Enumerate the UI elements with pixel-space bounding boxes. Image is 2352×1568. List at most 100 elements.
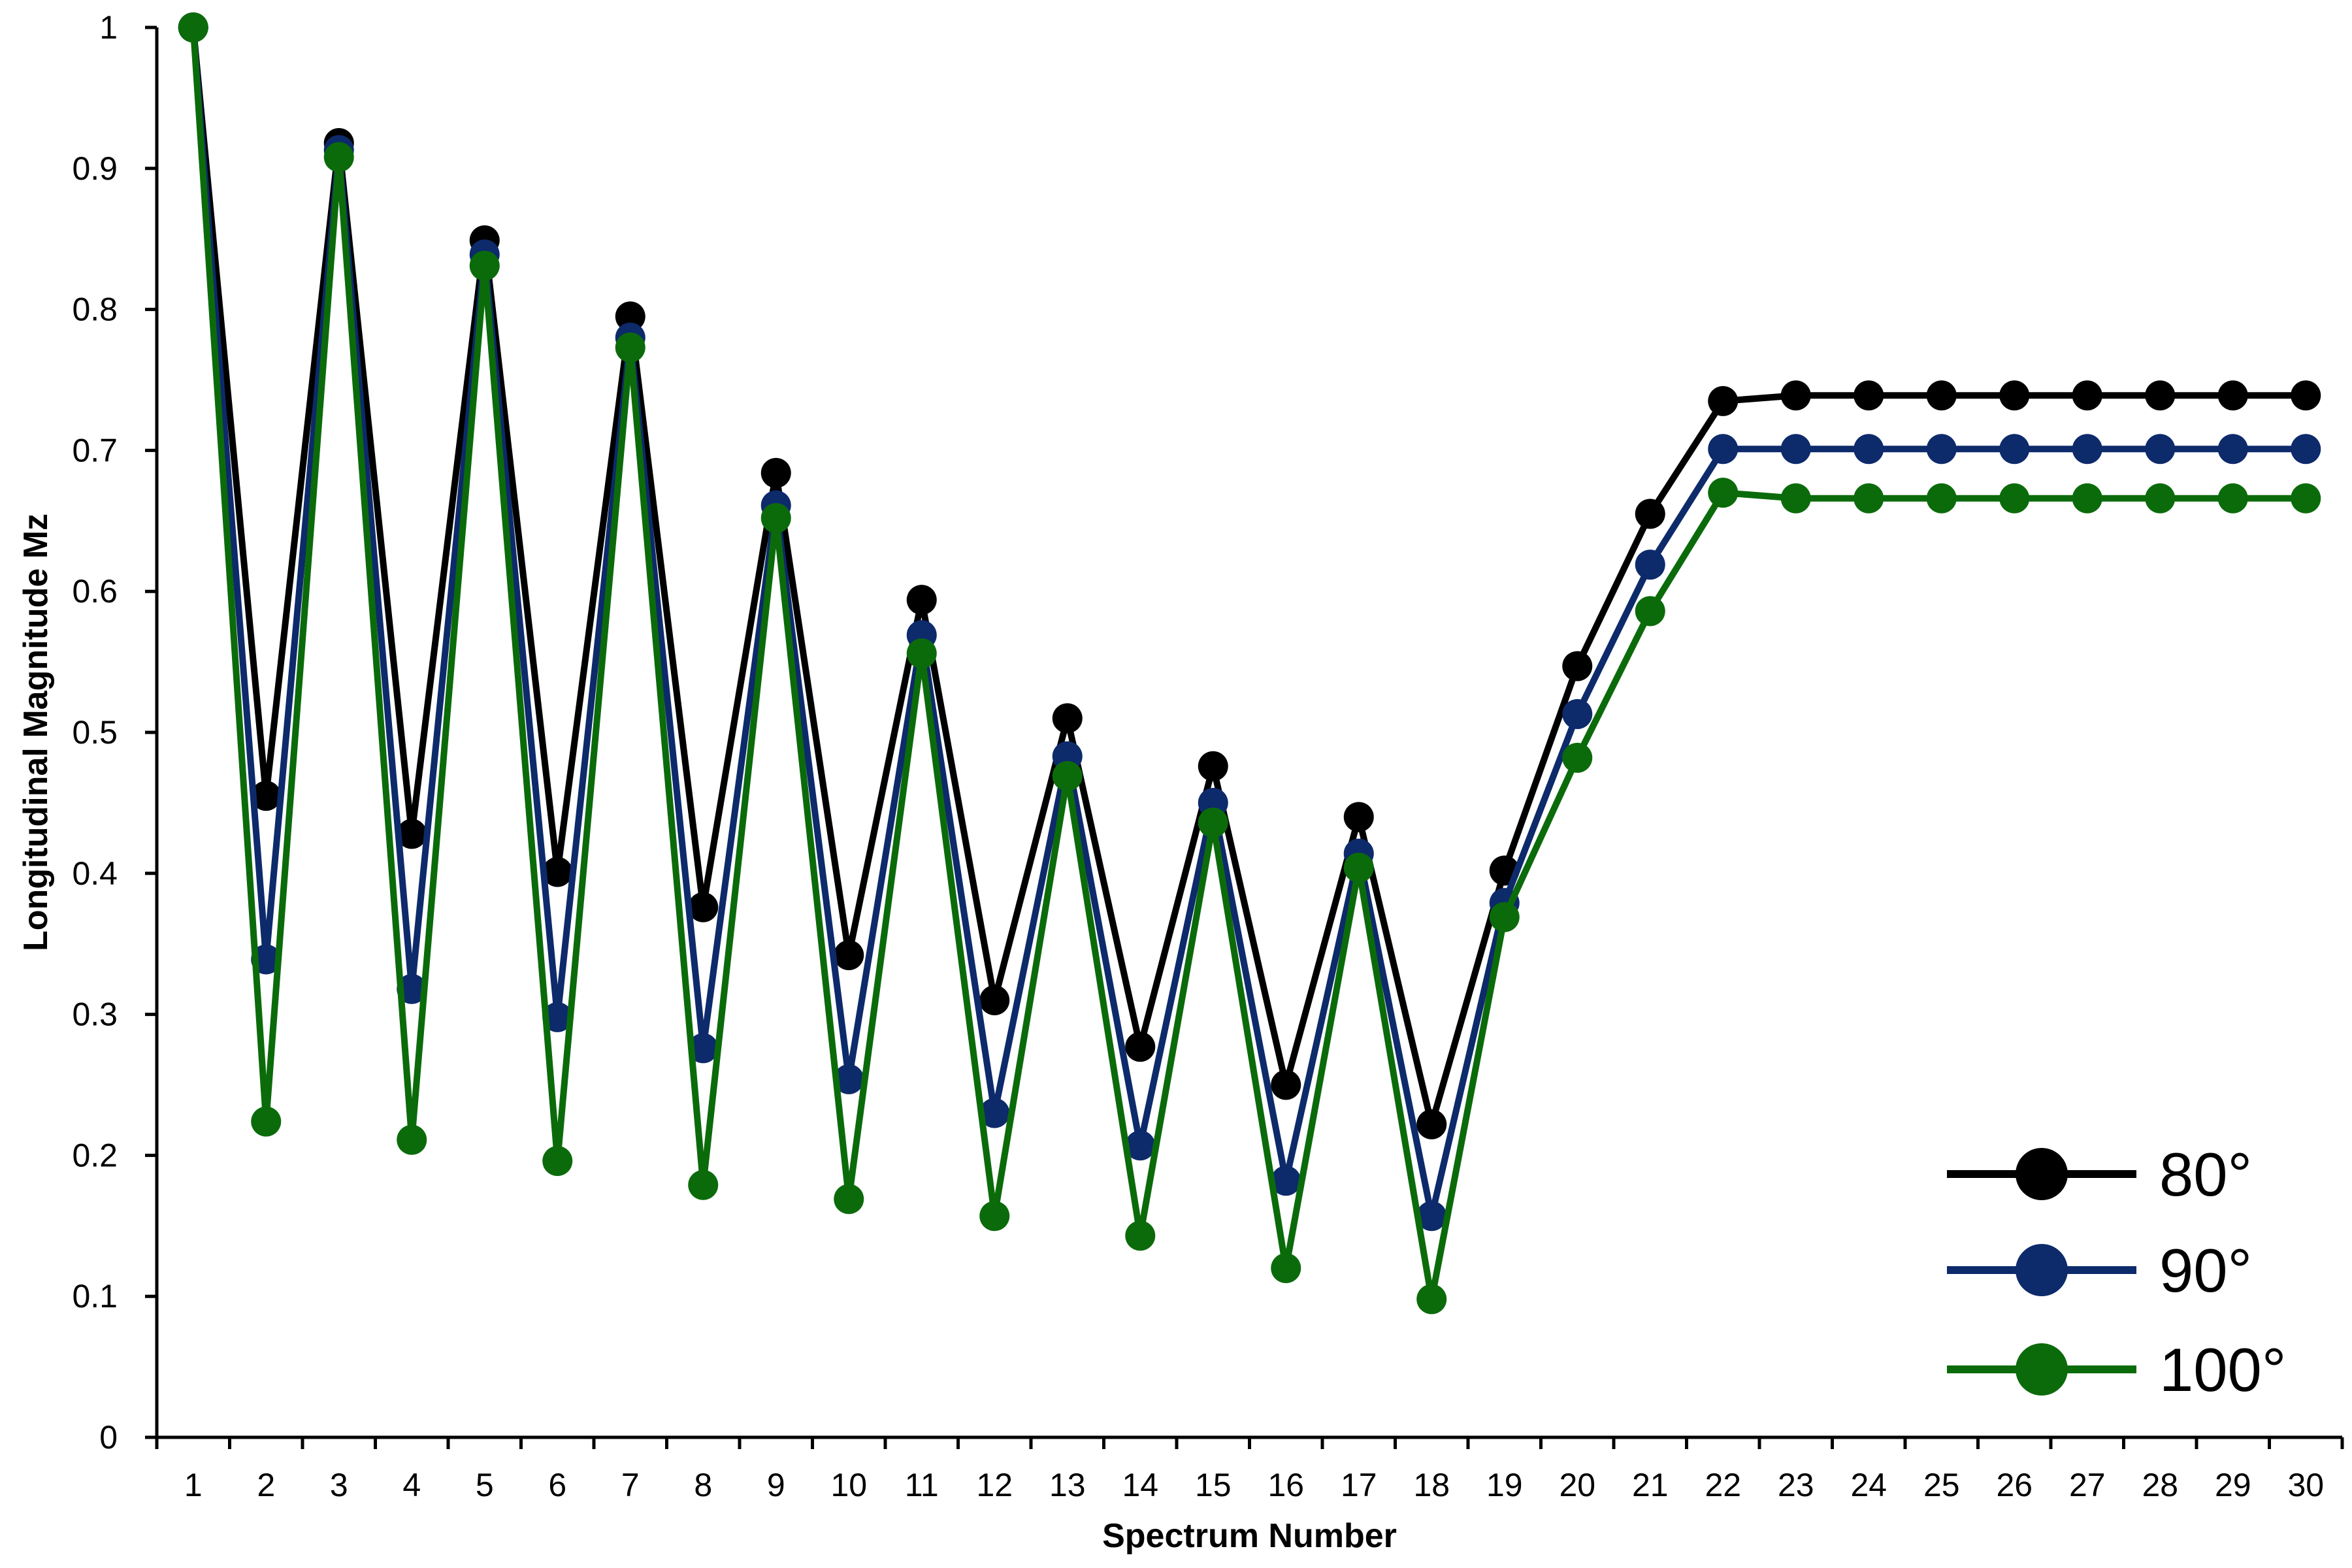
data-point [2145,483,2176,514]
data-point [1926,483,1957,514]
x-tick-label: 16 [1267,1467,1304,1503]
data-point [469,250,500,281]
data-point [906,638,937,669]
data-point [1416,1201,1447,1232]
data-point [760,502,791,533]
data-point [2291,483,2321,514]
legend-label: 90° [2159,1236,2252,1305]
data-point [1708,434,1739,465]
legend-label: 100° [2159,1335,2286,1404]
x-tick-label: 2 [257,1467,275,1503]
data-point [2072,483,2102,514]
data-point [2217,434,2248,465]
data-point [760,457,791,488]
y-axis: 0 0.1 0.2 0.3 0.4 0.5 0.6 0.7 0.8 0.9 1 [72,9,159,1456]
data-point [397,819,427,849]
data-point [1926,380,1957,411]
data-point [1052,760,1083,791]
y-tick-label: 0.4 [72,855,118,892]
x-tick-label: 3 [330,1467,348,1503]
x-tick-label: 10 [830,1467,867,1503]
y-tick-label: 0.3 [72,996,118,1033]
data-point [542,857,573,887]
x-tick-label: 19 [1486,1467,1523,1503]
data-point [834,1064,864,1094]
data-point [2145,434,2176,465]
data-point [834,1184,864,1215]
data-point [979,1098,1010,1128]
y-tick-label: 0.6 [72,573,118,610]
data-point [1780,434,1811,465]
x-tick-label: 26 [1996,1467,2033,1503]
legend-item: 80° [1947,1140,2252,1209]
data-point [2145,380,2176,411]
x-tick-label: 27 [2069,1467,2106,1503]
data-point [2291,380,2321,411]
data-point [1562,651,1593,681]
data-point [1271,1070,1301,1100]
series-2 [178,12,2321,1315]
legend-marker [2016,1244,2068,1296]
x-tick-label: 14 [1122,1467,1158,1503]
x-tick-label: 17 [1341,1467,1377,1503]
y-axis-title: Longitudinal Magnitude Mz [17,514,55,951]
data-point [1854,483,1884,514]
data-point [1999,380,2030,411]
data-point [1635,549,1665,580]
legend: 80° 90° 100° [1947,1140,2286,1404]
data-point [1854,434,1884,465]
data-point [1271,1166,1301,1196]
x-tick-label: 18 [1413,1467,1450,1503]
data-point [542,1002,573,1032]
legend-marker [2016,1148,2068,1200]
x-tick-label: 12 [976,1467,1013,1503]
data-point [1780,483,1811,514]
y-tick-label: 0.8 [72,291,118,328]
data-point [1708,478,1739,508]
data-point [1125,1032,1156,1062]
data-point [688,1033,719,1064]
series-line [189,27,2306,1303]
x-tick-label: 5 [476,1467,494,1503]
legend-marker [2016,1343,2068,1396]
data-point [1635,498,1665,529]
x-tick-label: 29 [2215,1467,2251,1503]
x-tick-label: 28 [2142,1467,2178,1503]
legend-item: 90° [1947,1236,2252,1305]
data-point [1708,385,1739,416]
data-point [251,1106,282,1137]
data-point [542,1146,573,1177]
data-point [1635,596,1665,627]
data-point [1198,808,1228,838]
x-tick-label: 20 [1559,1467,1595,1503]
x-tick-label: 1 [184,1467,203,1503]
data-point [251,781,282,811]
data-point [2072,380,2102,411]
x-tick-label: 24 [1850,1467,1887,1503]
data-point [979,1201,1010,1232]
data-point [1780,380,1811,411]
x-tick-label: 8 [694,1467,712,1503]
data-point [1926,434,1957,465]
data-point [323,142,354,172]
y-tick-label: 0.2 [72,1137,118,1173]
x-tick-label: 30 [2287,1467,2324,1503]
x-tick-label: 23 [1778,1467,1814,1503]
x-tick-label: 7 [621,1467,640,1503]
data-point [397,1124,427,1155]
y-tick-label: 0.7 [72,432,118,468]
x-tick-label: 6 [548,1467,566,1503]
y-tick-label: 0.9 [72,150,118,187]
data-point [1562,698,1593,729]
data-point [1125,1220,1156,1251]
y-tick-label: 0.1 [72,1278,118,1315]
data-point [688,1169,719,1200]
y-tick-label: 0.5 [72,714,118,751]
data-point [1416,1284,1447,1315]
series-layer [178,12,2321,1315]
data-point [178,12,208,42]
y-tick-label: 1 [99,9,118,46]
data-point [1052,703,1083,734]
x-tick-label: 15 [1195,1467,1232,1503]
data-point [615,301,645,332]
